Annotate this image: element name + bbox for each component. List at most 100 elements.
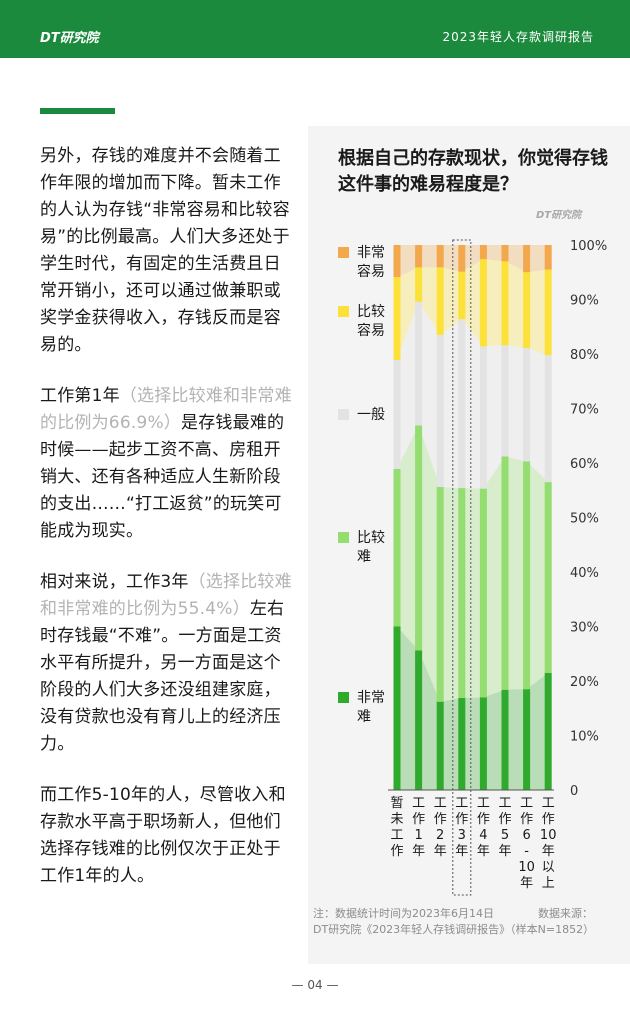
body-text: 另外，存钱的难度并不会随着工作年限的增加而下降。暂未工作的人认为存钱“非常容易和…: [40, 143, 296, 914]
paragraph-2-body: 是存钱最难的时候——起步工资不高、房租开销大、还有各种适应人生新阶段的支出……“…: [40, 413, 285, 541]
bar-工作10年以上-一般: [544, 355, 552, 483]
bar-工作5年-非常容易: [501, 245, 509, 262]
bar-工作4年-非常容易: [479, 245, 487, 260]
area-比较容易: [397, 259, 549, 360]
bar-工作1年-比较容易: [415, 267, 423, 302]
legend-swatch-easy: [338, 306, 349, 317]
area-一般: [397, 301, 549, 489]
y-tick-label: 10%: [570, 730, 599, 745]
bar-暂未工作-比较容易: [393, 277, 401, 360]
bar-工作3年-非常容易: [458, 245, 466, 272]
bar-工作2年-比较容易: [436, 267, 444, 335]
x-tick-label: 10: [540, 828, 557, 843]
paragraph-2: 工作第1年（选择比较难和非常难的比例为66.9%）是存钱最难的时候——起步工资不…: [40, 383, 296, 545]
bar-工作5年-比较容易: [501, 261, 509, 346]
x-tick-label: 作: [412, 812, 425, 827]
bar-工作4年-比较容易: [479, 259, 487, 347]
bar-工作10年以上-比较容易: [544, 269, 552, 356]
bar-工作1年-非常难: [415, 650, 423, 790]
paragraph-3-note: （选择比较难和非常难的比例为55.4%）: [40, 572, 292, 619]
x-tick-label: 工: [520, 796, 533, 811]
bar-工作2年-非常难: [436, 701, 444, 790]
x-tick-label: 年: [434, 844, 447, 859]
bar-工作6-10年-一般: [523, 348, 531, 462]
x-tick-label: 工: [434, 796, 447, 811]
bar-工作5年-一般: [501, 345, 509, 457]
legend-label-very-hard: 非常难: [357, 690, 385, 725]
bar-暂未工作-一般: [393, 359, 401, 469]
legend-item-easy: 比较 容易: [338, 303, 391, 341]
x-tick-label: 工: [390, 828, 403, 843]
legend-item-very-hard: 非常难: [338, 689, 391, 727]
x-tick-label: 作: [520, 812, 533, 827]
legend-swatch-neutral: [338, 409, 349, 420]
chart-panel: [308, 126, 630, 964]
legend-label-hard: 比较难: [357, 530, 385, 565]
header-bar: DT研究院 2023年轻人存款调研报告: [0, 0, 630, 58]
bar-工作1年-非常容易: [415, 245, 423, 268]
x-tick-label: 10: [518, 860, 535, 875]
bar-工作2年-非常容易: [436, 245, 444, 268]
x-tick-label: 未: [390, 812, 403, 827]
brand-logo: DT研究院: [40, 31, 99, 46]
bar-工作3年-一般: [458, 319, 466, 489]
bar-工作1年-比较难: [415, 425, 423, 651]
report-title: 2023年轻人存款调研报告: [442, 30, 594, 44]
x-tick-label: 年: [412, 844, 425, 859]
x-tick-label: 年: [542, 844, 555, 859]
paragraph-4: 而工作5-10年的人，尽管收入和存款水平高于职场新人，但他们选择存钱难的比例仅次…: [40, 785, 286, 886]
x-tick-label: 2: [436, 828, 444, 843]
bar-工作10年以上-非常难: [544, 672, 552, 790]
legend-label-very-easy: 非常 容易: [357, 245, 385, 280]
x-tick-label: 以: [542, 860, 555, 875]
legend-swatch-very-easy: [338, 247, 349, 258]
x-tick-label: 工: [477, 796, 490, 811]
paragraph-3: 相对来说，工作3年（选择比较难和非常难的比例为55.4%）左右时存钱最“不难”。…: [40, 569, 296, 758]
bar-工作5年-非常难: [501, 689, 509, 790]
y-tick-label: 40%: [570, 566, 599, 581]
area-比较难: [397, 425, 549, 702]
x-tick-label: 作: [542, 812, 555, 827]
bar-工作10年以上-比较难: [544, 482, 552, 673]
area-非常容易: [397, 245, 549, 278]
x-tick-label: 1: [414, 828, 422, 843]
paragraph-2-lead: 工作第1年: [40, 386, 120, 406]
bar-工作4年-非常难: [479, 697, 487, 790]
y-tick-label: 60%: [570, 457, 599, 472]
x-tick-label: 4: [479, 828, 487, 843]
paragraph-3-body: 左右时存钱最“不难”。一方面是工资水平有所提升，另一方面是这个阶段的人们大多还没…: [40, 599, 285, 754]
x-tick-label: 作: [455, 812, 468, 827]
footnote-date: 注：数据统计时间为2023年6月14日: [313, 907, 494, 920]
x-tick-label: 工: [455, 796, 468, 811]
legend-item-hard: 比较难: [338, 529, 391, 567]
bar-工作10年以上-非常容易: [544, 245, 552, 270]
bar-工作2年-比较难: [436, 486, 444, 702]
x-tick-label: 工: [542, 796, 555, 811]
x-tick-label: 3: [458, 828, 466, 843]
x-tick-label: 5: [501, 828, 509, 843]
x-tick-label: 上: [542, 876, 555, 891]
bar-工作6-10年-比较容易: [523, 272, 531, 349]
bar-工作3年-非常难: [458, 697, 466, 790]
bar-工作5年-比较难: [501, 456, 509, 690]
x-tick-label: 作: [477, 812, 490, 827]
paragraph-2-note: （选择比较难和非常难的比例为66.9%）: [40, 386, 292, 433]
accent-divider: [40, 108, 115, 114]
x-tick-label: 工: [412, 796, 425, 811]
bar-暂未工作-非常容易: [393, 245, 401, 278]
paragraph-1: 另外，存钱的难度并不会随着工作年限的增加而下降。暂未工作的人认为存钱“非常容易和…: [40, 146, 290, 355]
y-tick-label: 100%: [570, 239, 607, 254]
bar-工作6-10年-非常难: [523, 689, 531, 790]
footnote-source: DT研究院《2023年轻人存钱调研报告》（样本N=1852）: [313, 923, 595, 936]
y-tick-label: 20%: [570, 675, 599, 690]
x-tick-label: 工: [498, 796, 511, 811]
bar-工作4年-一般: [479, 346, 487, 489]
bar-工作2年-一般: [436, 334, 444, 487]
y-tick-label: 50%: [570, 512, 599, 527]
chart-watermark: DT研究院: [536, 210, 582, 221]
x-tick-label: 作: [498, 812, 511, 827]
legend-label-easy: 比较 容易: [357, 304, 385, 339]
y-tick-label: 70%: [570, 403, 599, 418]
area-非常难: [397, 626, 549, 790]
x-tick-label: 年: [477, 844, 490, 859]
